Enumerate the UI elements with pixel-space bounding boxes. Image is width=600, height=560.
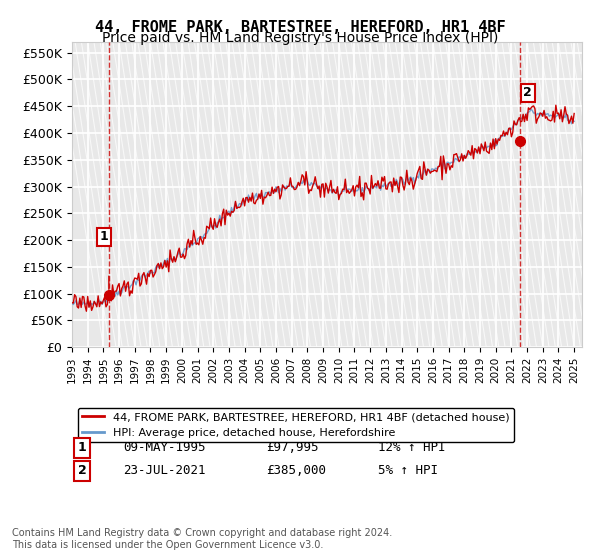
- Legend: 44, FROME PARK, BARTESTREE, HEREFORD, HR1 4BF (detached house), HPI: Average pri: 44, FROME PARK, BARTESTREE, HEREFORD, HR…: [77, 408, 514, 442]
- Text: 5% ↑ HPI: 5% ↑ HPI: [378, 464, 438, 477]
- Text: 1: 1: [78, 441, 86, 454]
- Text: 1: 1: [100, 230, 109, 243]
- Text: £385,000: £385,000: [266, 464, 326, 477]
- Text: 23-JUL-2021: 23-JUL-2021: [123, 464, 205, 477]
- Text: Contains HM Land Registry data © Crown copyright and database right 2024.
This d: Contains HM Land Registry data © Crown c…: [12, 528, 392, 550]
- Text: 12% ↑ HPI: 12% ↑ HPI: [378, 441, 445, 454]
- Text: 2: 2: [78, 464, 86, 477]
- Text: Price paid vs. HM Land Registry's House Price Index (HPI): Price paid vs. HM Land Registry's House …: [102, 31, 498, 45]
- Text: 2: 2: [523, 86, 532, 99]
- Text: £97,995: £97,995: [266, 441, 319, 454]
- Text: 09-MAY-1995: 09-MAY-1995: [123, 441, 205, 454]
- Text: 44, FROME PARK, BARTESTREE, HEREFORD, HR1 4BF: 44, FROME PARK, BARTESTREE, HEREFORD, HR…: [95, 20, 505, 35]
